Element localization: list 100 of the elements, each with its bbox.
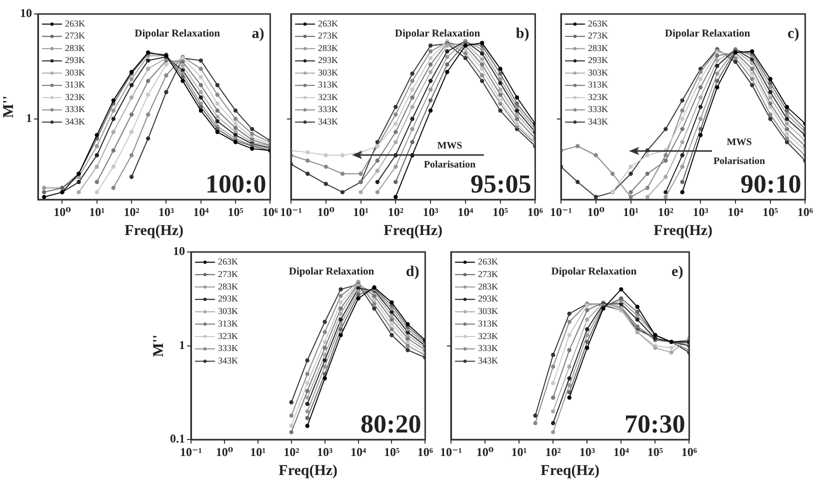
- legend-label: 313K: [218, 318, 238, 328]
- y-axis-title: M'': [0, 96, 17, 118]
- legend-label: 313K: [65, 80, 86, 90]
- x-tick-label: 10⁰: [476, 444, 494, 459]
- x-tick-label: 10⁵: [492, 204, 509, 219]
- x-tick-label: 10⁻¹: [550, 204, 572, 219]
- legend-label: 303K: [588, 67, 608, 78]
- x-tick-label: 10³: [158, 204, 174, 219]
- x-tick-label: 10⁶: [417, 444, 434, 459]
- x-tick-label: 10³: [579, 444, 596, 459]
- x-tick-label: 10⁵: [762, 204, 779, 219]
- legend-label: 333K: [478, 343, 498, 354]
- annotation: a): [252, 26, 264, 42]
- y-tick-label: 0.1: [170, 432, 185, 446]
- legend-label: 283K: [478, 281, 498, 292]
- legend-label: 303K: [318, 67, 338, 78]
- legend-label: 343K: [218, 356, 238, 366]
- y-tick-label: 1: [179, 338, 185, 352]
- legend-label: 283K: [65, 42, 86, 53]
- x-axis-title: Freq(Hz): [654, 222, 713, 239]
- x-tick-label: 10¹: [250, 444, 266, 459]
- legend-label: 313K: [588, 80, 608, 90]
- x-tick-label: 10⁻¹: [280, 204, 302, 219]
- annotation: MWS Polarisation: [713, 136, 766, 167]
- x-tick-label: 10³: [422, 204, 439, 219]
- x-tick-label: 10⁰: [587, 204, 605, 219]
- legend-label: 343K: [588, 116, 608, 126]
- annotation: c): [788, 26, 800, 42]
- legend-label: 343K: [318, 116, 338, 126]
- annotation: 70:30: [624, 409, 686, 438]
- x-tick-label: 10⁴: [350, 444, 366, 459]
- y-tick-label: 1: [26, 110, 32, 125]
- x-tick-label: 10²: [284, 444, 300, 459]
- x-tick-label: 10¹: [622, 204, 639, 219]
- legend-label: 303K: [478, 306, 498, 316]
- x-tick-label: 10⁵: [384, 444, 400, 459]
- legend-label: 333K: [65, 104, 86, 114]
- legend-label: 303K: [65, 67, 86, 78]
- legend-label: 333K: [318, 104, 338, 114]
- x-tick-label: 10⁶: [527, 204, 544, 219]
- x-axis-title: Freq(Hz): [124, 222, 184, 239]
- x-tick-label: 10⁴: [728, 204, 744, 219]
- legend-label: 263K: [65, 18, 86, 28]
- x-tick-label: 10⁻¹: [180, 444, 202, 459]
- x-tick-label: 10⁶: [681, 444, 698, 459]
- y-tick-label: 10: [20, 6, 32, 20]
- legend-label: 343K: [478, 356, 498, 366]
- legend-label: 293K: [478, 294, 498, 304]
- legend-label: 333K: [218, 343, 238, 354]
- legend-label: 283K: [318, 42, 338, 53]
- x-tick-label: 10¹: [511, 444, 528, 459]
- annotation: 100:0: [206, 169, 266, 198]
- x-tick-label: 10¹: [89, 204, 106, 219]
- annotation: d): [406, 264, 420, 280]
- x-tick-label: 10³: [317, 444, 334, 459]
- legend-label: 323K: [318, 92, 338, 102]
- x-tick-label: 10⁰: [317, 204, 335, 219]
- legend-label: 283K: [588, 42, 608, 53]
- x-tick-label: 10⁶: [262, 204, 278, 219]
- y-axis-title: M'': [150, 334, 167, 358]
- x-tick-label: 10⁵: [228, 204, 244, 219]
- annotation: Dipolar Relaxation: [134, 28, 220, 40]
- x-tick-label: 10⁴: [458, 204, 474, 219]
- annotation: Dipolar Relaxation: [288, 266, 374, 278]
- x-tick-label: 10⁶: [797, 204, 814, 219]
- legend-label: 323K: [218, 330, 238, 341]
- annotation: Dipolar Relaxation: [394, 28, 480, 40]
- legend-label: 313K: [478, 318, 498, 328]
- legend-label: 273K: [478, 268, 498, 279]
- legend-label: 293K: [218, 294, 238, 304]
- x-axis-title: Freq(Hz): [278, 462, 338, 479]
- annotation: Dipolar Relaxation: [551, 266, 637, 278]
- legend-label: 313K: [318, 80, 338, 90]
- annotation: b): [516, 26, 530, 42]
- legend-label: 293K: [65, 55, 86, 66]
- x-tick-label: 10⁻¹: [440, 444, 462, 459]
- annotation: 95:05: [470, 169, 532, 198]
- legend-label: 343K: [65, 116, 86, 126]
- legend-label: 283K: [218, 281, 238, 292]
- annotation: Dipolar Relaxation: [664, 28, 750, 40]
- x-tick-label: 10⁰: [54, 204, 71, 219]
- x-tick-label: 10¹: [352, 204, 369, 219]
- legend-label: 273K: [588, 30, 608, 41]
- x-tick-label: 10³: [692, 204, 709, 219]
- legend-label: 293K: [318, 55, 338, 66]
- y-tick-label: 10: [173, 244, 185, 258]
- legend-label: 263K: [318, 18, 338, 28]
- x-tick-label: 10²: [388, 204, 404, 219]
- x-tick-label: 10⁴: [613, 444, 630, 459]
- legend-label: 263K: [588, 18, 608, 28]
- annotation: e): [672, 264, 684, 280]
- legend-label: 273K: [65, 30, 86, 41]
- legend-label: 263K: [218, 256, 238, 267]
- legend-label: 323K: [65, 92, 86, 102]
- legend-label: 323K: [588, 92, 608, 102]
- annotation: 90:10: [740, 169, 802, 198]
- legend-label: 323K: [478, 330, 498, 341]
- legend-label: 273K: [218, 268, 238, 279]
- legend-label: 303K: [218, 306, 238, 316]
- legend-label: 333K: [588, 104, 608, 114]
